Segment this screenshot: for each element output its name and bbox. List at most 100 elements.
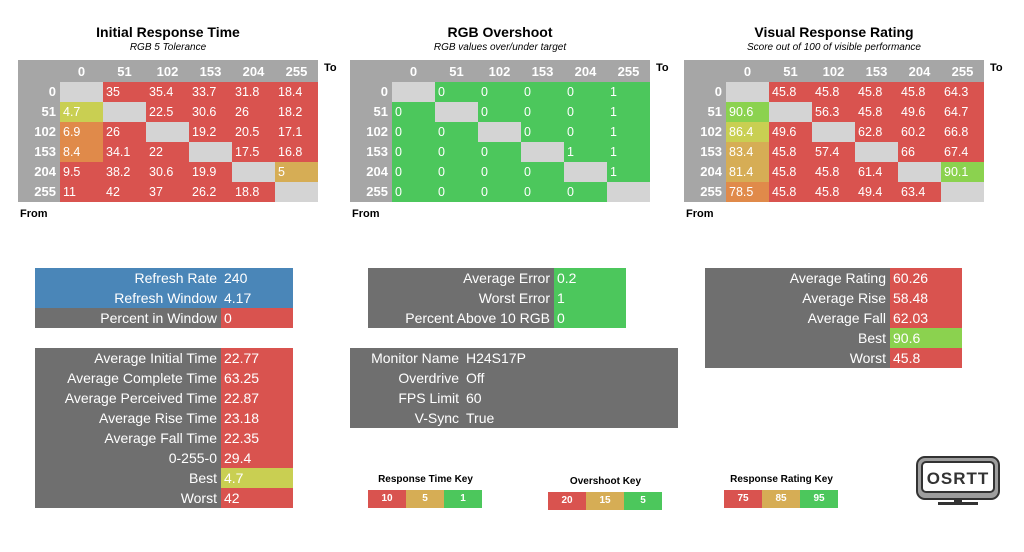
stat-value: 29.4: [221, 448, 293, 468]
stat-label: Refresh Window: [35, 288, 221, 308]
key-title: Overshoot Key: [569, 476, 642, 487]
row-header: 153: [34, 144, 56, 159]
axis-label-from: From: [686, 208, 714, 220]
stat-value: 45.8: [890, 348, 962, 368]
stat-label: Best: [35, 468, 221, 488]
heatmap-cell: 1: [607, 122, 650, 142]
heatmap-cell: 0: [478, 182, 521, 202]
heatmap-cell: 16.8: [275, 142, 318, 162]
column-header: 0: [77, 64, 86, 79]
heatmap-cell: 0: [392, 102, 435, 122]
stat-value: 4.7: [221, 468, 293, 488]
heatmap-cell: 22.5: [146, 102, 189, 122]
stat-label: 0-255-0: [35, 448, 221, 468]
heatmap-cell: 5: [275, 162, 318, 182]
row-header: 51: [41, 104, 56, 119]
stat-label: Average Initial Time: [35, 348, 221, 368]
heatmap-cell: 0: [521, 182, 564, 202]
stat-value: 0: [554, 308, 626, 328]
heatmap-cell: 19.2: [189, 122, 232, 142]
key-cell: 10: [368, 490, 406, 508]
heatmap-cell: 60.2: [898, 122, 941, 142]
heatmap-cell: 17.1: [275, 122, 318, 142]
row-header: 51: [707, 104, 722, 119]
heatmap-cell: 0: [392, 162, 435, 182]
row-header: 204: [366, 164, 388, 179]
heatmap-cell: 0: [435, 82, 478, 102]
stat-value: 42: [221, 488, 293, 508]
heatmap-cell: 57.4: [812, 142, 855, 162]
stat-label: Average Rating: [705, 268, 890, 288]
heatmap-cell: 37: [146, 182, 189, 202]
heatmap-cell: 6.9: [60, 122, 103, 142]
heatmap-cell: 0: [521, 82, 564, 102]
heatmap-cell: 45.8: [769, 182, 812, 202]
column-header: 153: [865, 64, 888, 79]
heatmap-cell: 0: [392, 122, 435, 142]
heatmap-cell: 0: [392, 142, 435, 162]
heatmap-cell: 8.4: [60, 142, 103, 162]
stat-value: 58.48: [890, 288, 962, 308]
heatmap-cell: 49.6: [769, 122, 812, 142]
heatmap-cell: 45.8: [812, 82, 855, 102]
stat-value: 0.2: [554, 268, 626, 288]
heatmap-cell: 66: [898, 142, 941, 162]
stat-label: Average Fall: [705, 308, 890, 328]
stat-value: 240: [221, 268, 293, 288]
row-header: 153: [366, 144, 388, 159]
heatmap-cell: [855, 142, 898, 162]
chart-title: RGB Overshoot: [447, 24, 553, 40]
stat-value: 60.26: [890, 268, 962, 288]
heatmap-cell: [898, 162, 941, 182]
heatmap-cell: 18.4: [275, 82, 318, 102]
heatmap-cell: 30.6: [146, 162, 189, 182]
column-header: 51: [783, 64, 798, 79]
key-cell: 20: [548, 492, 586, 510]
row-header: 0: [714, 84, 722, 99]
column-header: 102: [156, 64, 179, 79]
column-header: 51: [449, 64, 464, 79]
column-header: 102: [822, 64, 845, 79]
heatmap-cell: 11: [60, 182, 103, 202]
heatmap-cell: 45.8: [898, 82, 941, 102]
heatmap-cell: 1: [564, 142, 607, 162]
heatmap-cell: 19.9: [189, 162, 232, 182]
heatmap-cell: 45.8: [812, 182, 855, 202]
stat-label: Average Rise Time: [35, 408, 221, 428]
heatmap-cell: [726, 82, 769, 102]
heatmap-cell: 38.2: [103, 162, 146, 182]
heatmap-cell: 42: [103, 182, 146, 202]
stat-label: Average Rise: [705, 288, 890, 308]
heatmap-cell: 45.8: [769, 142, 812, 162]
column-header: 153: [199, 64, 222, 79]
heatmap-cell: 56.3: [812, 102, 855, 122]
chart-subtitle: Score out of 100 of visible performance: [747, 42, 921, 53]
axis-label-from: From: [20, 208, 48, 220]
heatmap-cell: 90.1: [941, 162, 984, 182]
stat-label: Average Error: [368, 268, 554, 288]
logo-text: OSRTT: [927, 469, 990, 488]
row-header: 102: [366, 124, 388, 139]
heatmap-cell: 0: [435, 182, 478, 202]
heatmap-cell: 0: [435, 122, 478, 142]
heatmap-cell: [103, 102, 146, 122]
chart-subtitle: RGB values over/under target: [433, 42, 567, 53]
column-header: 0: [743, 64, 752, 79]
heatmap-cell: [435, 102, 478, 122]
key-title: Response Rating Key: [730, 474, 833, 485]
stat-label: Best: [705, 328, 890, 348]
heatmap-cell: 26: [232, 102, 275, 122]
heatmap-cell: 49.4: [855, 182, 898, 202]
column-header: 204: [574, 64, 597, 79]
chart-subtitle: RGB 5 Tolerance: [129, 42, 207, 53]
row-header: 255: [366, 184, 388, 199]
heatmap-cell: 1: [607, 142, 650, 162]
heatmap-cell: 64.7: [941, 102, 984, 122]
stat-value: 1: [554, 288, 626, 308]
heatmap-cell: 0: [564, 182, 607, 202]
heatmap-cell: [392, 82, 435, 102]
row-header: 204: [700, 164, 722, 179]
stat-value: 22.35: [221, 428, 293, 448]
column-header: 51: [117, 64, 132, 79]
heatmap-cell: 0: [435, 142, 478, 162]
